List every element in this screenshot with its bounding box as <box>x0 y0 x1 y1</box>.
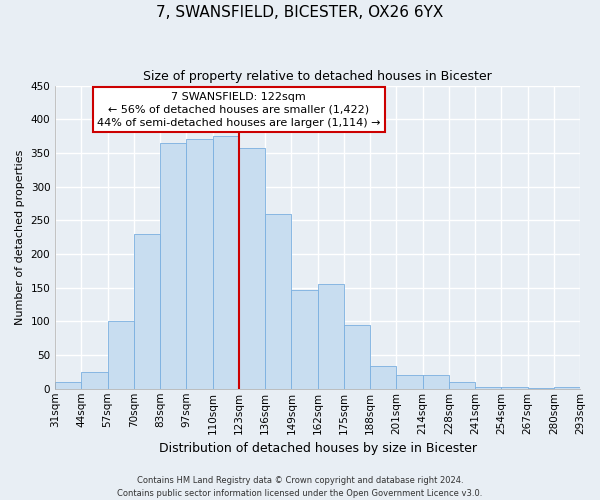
Y-axis label: Number of detached properties: Number of detached properties <box>15 150 25 325</box>
Bar <box>370 366 397 389</box>
Bar <box>449 382 475 389</box>
Bar <box>475 386 501 389</box>
Text: 7 SWANSFIELD: 122sqm
← 56% of detached houses are smaller (1,422)
44% of semi-de: 7 SWANSFIELD: 122sqm ← 56% of detached h… <box>97 92 380 128</box>
Title: Size of property relative to detached houses in Bicester: Size of property relative to detached ho… <box>143 70 492 83</box>
Bar <box>187 140 212 389</box>
Text: 7, SWANSFIELD, BICESTER, OX26 6YX: 7, SWANSFIELD, BICESTER, OX26 6YX <box>157 5 443 20</box>
Bar <box>422 376 449 389</box>
Bar <box>317 284 344 389</box>
Bar <box>55 382 82 389</box>
Bar <box>292 290 317 389</box>
Bar <box>344 325 370 389</box>
Bar <box>397 376 422 389</box>
Bar <box>82 372 107 389</box>
Bar <box>134 234 160 389</box>
Text: Contains HM Land Registry data © Crown copyright and database right 2024.
Contai: Contains HM Land Registry data © Crown c… <box>118 476 482 498</box>
Bar <box>160 143 187 389</box>
Bar <box>554 388 580 389</box>
Bar <box>212 136 239 389</box>
Bar <box>265 214 292 389</box>
X-axis label: Distribution of detached houses by size in Bicester: Distribution of detached houses by size … <box>158 442 476 455</box>
Bar <box>527 388 554 389</box>
Bar <box>501 388 527 389</box>
Bar <box>239 148 265 389</box>
Bar <box>107 322 134 389</box>
